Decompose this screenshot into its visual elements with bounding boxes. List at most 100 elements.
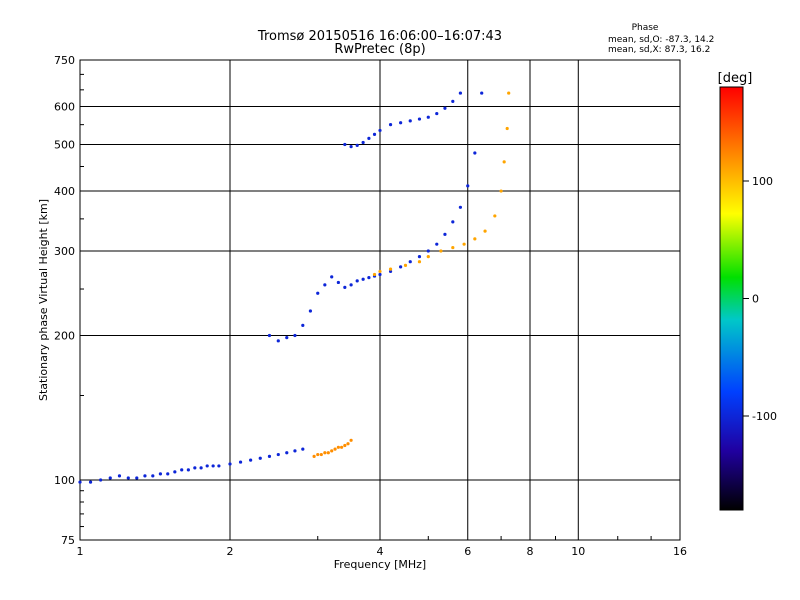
data-point [301, 323, 305, 327]
data-point [312, 454, 316, 459]
data-point [426, 255, 430, 259]
data-points [78, 91, 511, 484]
data-point [426, 115, 430, 119]
data-point [267, 454, 272, 459]
colorbar-tick-label: 0 [752, 293, 759, 306]
data-point [507, 91, 511, 95]
colorbar [719, 86, 744, 511]
data-point [426, 249, 430, 253]
data-point [505, 126, 509, 131]
data-point [499, 189, 503, 193]
data-point [417, 255, 422, 259]
data-point [199, 466, 203, 470]
data-point [346, 442, 350, 446]
data-point [361, 140, 365, 145]
data-point [276, 339, 280, 343]
data-point [336, 280, 340, 285]
x-tick-label: 6 [464, 545, 471, 558]
x-tick-label: 1 [77, 545, 84, 558]
data-point [323, 283, 327, 287]
data-point [349, 283, 353, 287]
data-point [466, 184, 470, 188]
data-point [399, 265, 403, 269]
data-point [408, 119, 412, 123]
y-tick-label: 100 [54, 474, 75, 487]
data-point [330, 449, 334, 453]
data-point [451, 245, 455, 250]
data-point [193, 466, 197, 470]
data-point [343, 443, 347, 448]
data-point [330, 275, 334, 279]
data-point [355, 143, 359, 147]
data-point [458, 91, 463, 95]
data-point [439, 249, 443, 253]
data-point [343, 142, 347, 147]
data-point [361, 277, 365, 281]
data-point [267, 333, 272, 338]
data-point [372, 132, 377, 136]
data-point [378, 128, 382, 133]
data-point [126, 476, 130, 480]
data-point [249, 458, 253, 462]
data-point [378, 272, 382, 277]
data-point [435, 111, 439, 116]
data-point [417, 117, 422, 121]
data-point [158, 472, 163, 476]
data-point [493, 214, 497, 218]
data-point [316, 452, 320, 457]
y-axis-label: Stationary phase Virtual Height [km] [37, 199, 50, 401]
data-point [228, 462, 232, 466]
colorbar-tick-label: 100 [752, 175, 773, 188]
data-point [135, 476, 139, 480]
data-point [458, 205, 463, 209]
data-point [473, 151, 477, 155]
data-point [205, 464, 209, 468]
data-point [166, 472, 170, 476]
colorbar-label: [deg] [718, 71, 753, 86]
y-tick-label: 300 [54, 245, 75, 258]
data-point [343, 285, 347, 289]
data-point [367, 136, 371, 140]
data-point [340, 445, 344, 449]
x-tick-label: 8 [527, 545, 534, 558]
data-point [333, 447, 337, 451]
data-point [308, 309, 313, 313]
data-point [285, 336, 289, 340]
data-point [399, 121, 403, 125]
y-tick-label: 200 [54, 330, 75, 343]
data-point [301, 447, 305, 451]
data-point [323, 451, 327, 455]
data-point [473, 237, 477, 241]
data-point [443, 232, 447, 236]
data-point [117, 474, 122, 478]
data-point [211, 464, 215, 468]
data-point [108, 476, 112, 480]
data-point [78, 480, 82, 484]
data-point [451, 220, 455, 224]
data-point [217, 464, 221, 468]
data-point [326, 451, 330, 455]
data-point [276, 452, 280, 457]
data-point [435, 242, 439, 246]
data-point [293, 333, 297, 338]
axis-ticks: 1 2 4 6 8 10 16 75 100 200 300 400 500 600 750 [54, 54, 687, 558]
data-point [403, 263, 408, 267]
data-point [417, 260, 422, 264]
data-point [483, 229, 487, 233]
data-point [443, 106, 447, 110]
colorbar-ticks: 100 0 -100 [743, 175, 777, 423]
data-point [408, 260, 412, 264]
data-point [319, 452, 323, 457]
stats-line-o: mean, sd,O: -87.3, 14.2 [608, 35, 714, 45]
data-point [285, 451, 289, 455]
y-tick-label: 600 [54, 101, 75, 114]
stats-line-x: mean, sd,X: 87.3, 16.2 [608, 45, 710, 55]
data-point [293, 449, 297, 453]
data-point [316, 291, 320, 295]
data-point [238, 460, 243, 464]
data-point [99, 478, 103, 482]
data-point [349, 438, 353, 442]
x-tick-label: 2 [227, 545, 234, 558]
data-point [378, 269, 382, 274]
